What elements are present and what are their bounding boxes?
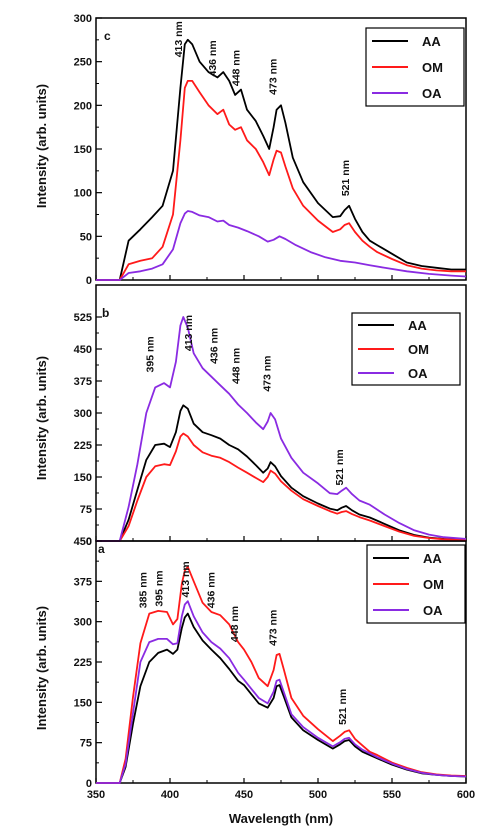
y-axis-title: Intensity (arb. units) (34, 356, 49, 480)
peak-annotation: 448 nm (231, 50, 243, 86)
x-tick-label: 550 (383, 789, 401, 801)
series-line-oa (96, 600, 467, 784)
x-tick-label: 500 (309, 789, 327, 801)
legend-label-om: OM (408, 342, 429, 357)
y-tick-label: 300 (74, 617, 92, 629)
peak-annotation: 436 nm (205, 572, 217, 608)
panel-letter: c (104, 29, 111, 43)
y-tick-label: 50 (80, 231, 92, 243)
peak-annotation: 395 nm (154, 570, 166, 606)
peak-annotation: 436 nm (207, 40, 219, 76)
peak-annotation: 473 nm (268, 610, 280, 646)
peak-annotation: 413 nm (173, 21, 185, 57)
peak-annotation: 473 nm (262, 355, 274, 391)
legend-label-aa: AA (423, 551, 442, 566)
y-tick-label: 200 (74, 100, 92, 112)
legend-label-aa: AA (408, 318, 427, 333)
legend-label-oa: OA (423, 603, 443, 618)
y-tick-label: 75 (80, 504, 92, 516)
x-tick-label: 600 (457, 789, 475, 801)
peak-annotation: 448 nm (229, 606, 241, 642)
peak-annotation: 521 nm (340, 160, 352, 196)
legend-label-oa: OA (408, 366, 428, 381)
y-tick-label: 375 (74, 376, 92, 388)
peak-annotation: 521 nm (334, 449, 346, 485)
x-axis-title: Wavelength (nm) (229, 811, 333, 826)
series-line-aa (96, 404, 467, 542)
panel-a: 0 75 150 225 300 375 450 350 400 450 500 550 600 Inte… (34, 536, 475, 801)
series-line-om (96, 432, 467, 542)
series-line-om (96, 565, 467, 784)
series-line-oa (96, 316, 467, 542)
series-line-aa (96, 612, 467, 784)
y-tick-label: 375 (74, 576, 92, 588)
y-tick-label: 150 (74, 697, 92, 709)
y-tick-label: 300 (74, 408, 92, 420)
y-tick-label: 0 (86, 275, 92, 287)
y-tick-label: 0 (86, 778, 92, 790)
y-axis-title: Intensity (arb. units) (34, 84, 49, 208)
series-line-om (96, 80, 466, 281)
y-tick-label: 0 (86, 536, 92, 548)
peak-annotation: 436 nm (208, 328, 220, 364)
panel-c: 0 50 100 150 200 250 300 Intensity (arb. units)… (34, 13, 467, 287)
panel-b: 0 75 150 225 300 375 450 525 Intensity (arb. uni… (34, 284, 467, 548)
panel-letter: a (98, 542, 105, 556)
legend-label-oa: OA (422, 86, 442, 101)
y-tick-label: 450 (74, 344, 92, 356)
x-tick-label: 450 (235, 789, 253, 801)
peak-annotation: 473 nm (268, 59, 280, 95)
peak-annotation: 385 nm (137, 572, 149, 608)
y-tick-label: 300 (74, 13, 92, 25)
y-tick-label: 450 (74, 536, 92, 548)
x-tick-label: 400 (161, 789, 179, 801)
y-tick-label: 75 (80, 738, 92, 750)
y-tick-label: 250 (74, 57, 92, 69)
y-axis-title: Intensity (arb. units) (34, 606, 49, 730)
legend-label-om: OM (422, 60, 443, 75)
y-tick-label: 225 (74, 440, 92, 452)
series-line-aa (96, 38, 466, 281)
y-tick-label: 100 (74, 188, 92, 200)
legend-label-aa: AA (422, 34, 441, 49)
peak-annotation: 521 nm (337, 689, 349, 725)
series-line-oa (96, 210, 467, 281)
peak-annotation: 413 nm (180, 561, 192, 597)
peak-annotation: 413 nm (183, 315, 195, 351)
y-tick-label: 150 (74, 144, 92, 156)
y-tick-label: 150 (74, 472, 92, 484)
y-tick-label: 525 (74, 312, 92, 324)
x-tick-label: 350 (87, 789, 105, 801)
y-tick-label: 225 (74, 657, 92, 669)
peak-annotation: 395 nm (145, 336, 157, 372)
panel-letter: b (102, 306, 109, 320)
legend-label-om: OM (423, 577, 444, 592)
peak-annotation: 448 nm (231, 348, 243, 384)
